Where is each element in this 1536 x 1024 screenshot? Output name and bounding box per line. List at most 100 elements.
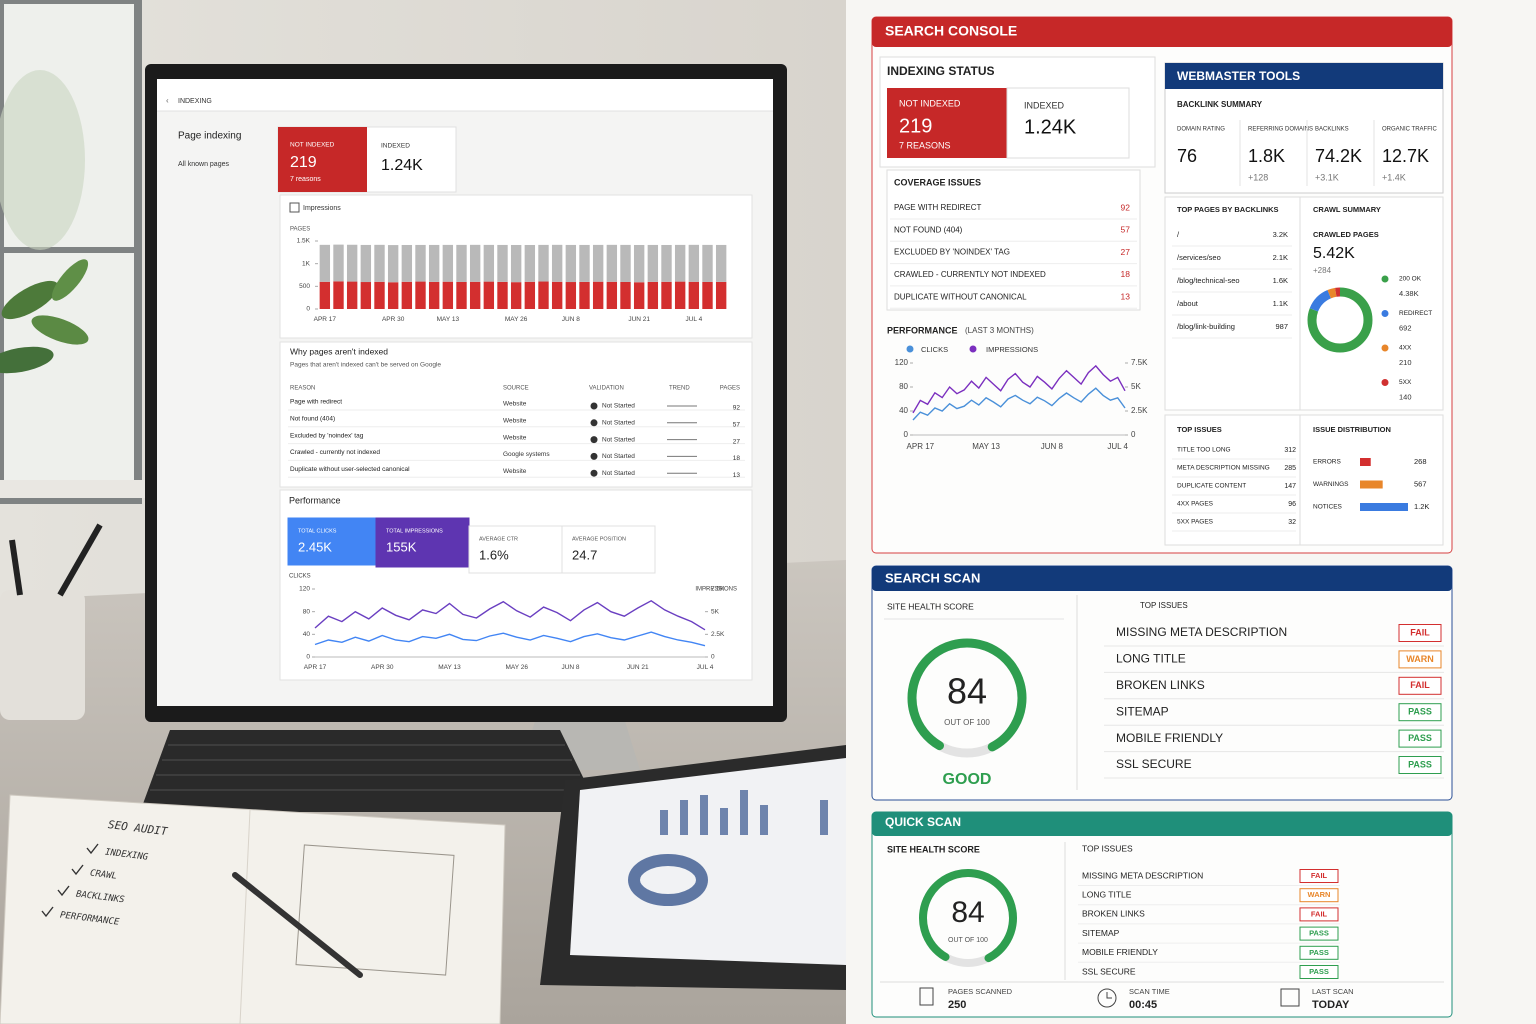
label: 00:45 <box>1129 999 1157 1011</box>
series-line <box>912 364 1126 414</box>
bar-segment <box>688 244 700 282</box>
label: SITE HEALTH SCORE <box>887 844 980 854</box>
label: Not Started <box>602 470 635 477</box>
label: DUPLICATE WITHOUT CANONICAL <box>894 292 1027 301</box>
label: REFERRING DOMAINS <box>1248 127 1313 133</box>
legend-dot <box>969 345 977 353</box>
bar-segment <box>715 244 727 282</box>
legend-dot <box>1381 275 1389 283</box>
label: INDEXED <box>381 143 410 150</box>
status-badge <box>1398 624 1442 642</box>
series-line <box>912 387 1126 421</box>
card <box>886 169 1141 311</box>
tablet-bars <box>660 790 828 835</box>
legend-value: 210 <box>1399 358 1412 367</box>
label: PAGE WITH REDIRECT <box>894 203 982 212</box>
metric-card <box>287 517 377 566</box>
label: 155K <box>386 539 417 554</box>
metric-card <box>561 525 656 574</box>
label: 13 <box>1121 291 1131 301</box>
legend-label: 5XX <box>1399 379 1412 386</box>
bar-segment <box>592 244 604 282</box>
status-icon <box>590 402 598 410</box>
y-tick-label: 80 <box>303 608 311 615</box>
label: SITEMAP <box>1082 928 1120 938</box>
label: VALIDATION <box>589 386 624 392</box>
label: 987 <box>1275 322 1288 331</box>
label: 250 <box>948 999 966 1011</box>
label: SITE HEALTH SCORE <box>887 601 974 611</box>
label: Performance <box>289 495 341 505</box>
label: SOURCE <box>503 386 529 392</box>
label: 1.24K <box>381 157 423 174</box>
label: NOT FOUND (404) <box>894 225 963 234</box>
metric-card <box>375 517 470 568</box>
bar-segment <box>497 244 508 282</box>
tablet-screen <box>570 758 846 965</box>
leaf <box>31 315 89 345</box>
bar-segment <box>661 244 672 282</box>
y-tick-label: 0 <box>306 306 310 313</box>
label: 2.45K <box>298 539 332 554</box>
legend-label: IMPRESSIONS <box>986 345 1038 354</box>
y-tick-label: 40 <box>899 406 908 415</box>
label: 219 <box>290 154 317 171</box>
label: Not Started <box>602 403 635 410</box>
bar-segment <box>674 244 686 282</box>
label: OUT OF 100 <box>944 718 990 727</box>
label: OUT OF 100 <box>948 937 988 944</box>
bar-segment <box>415 281 426 309</box>
pen <box>9 539 23 596</box>
not-indexed-card <box>278 127 367 192</box>
bar <box>1360 503 1408 511</box>
label: 312 <box>1284 447 1296 454</box>
status-icon <box>590 452 598 460</box>
label: DUPLICATE CONTENT <box>1177 483 1246 490</box>
bar-segment <box>579 281 590 309</box>
checkmark <box>71 864 84 876</box>
label: 27 <box>1121 247 1131 257</box>
label: 268 <box>1414 457 1427 466</box>
label: +3.1K <box>1315 172 1339 182</box>
label: Not Started <box>602 420 635 427</box>
label: 24.7 <box>572 547 597 562</box>
label: 12.7K <box>1382 146 1429 166</box>
deco-bar <box>680 800 688 835</box>
label: QUICK SCAN <box>885 815 961 829</box>
window-sill <box>0 480 170 498</box>
tablet-donut <box>628 854 708 906</box>
label: 57 <box>1121 225 1131 235</box>
label: Page indexing <box>178 131 241 142</box>
status-icon <box>590 436 598 444</box>
deco-bar <box>720 808 728 835</box>
label: BACKLINKS <box>1315 127 1349 133</box>
label: CRAWLED PAGES <box>1313 230 1379 239</box>
legend-label: REDIRECT <box>1399 310 1432 317</box>
label: EXCLUDED BY 'NOINDEX' TAG <box>894 248 1010 257</box>
bar-segment <box>497 281 508 309</box>
y-tick-label: 5K <box>711 608 720 615</box>
label: Page with redirect <box>290 399 342 406</box>
legend-value: 140 <box>1399 392 1412 401</box>
label: (LAST 3 MONTHS) <box>965 326 1034 335</box>
status-badge <box>1398 729 1442 748</box>
bar <box>1360 458 1371 466</box>
status-badge <box>1398 650 1442 669</box>
label: Impressions <box>303 205 341 212</box>
bar-segment <box>428 281 440 309</box>
clock-hands <box>1106 992 1112 999</box>
status-label: WARN <box>1308 890 1331 899</box>
label: NOTICES <box>1313 504 1343 511</box>
x-tick-label: MAY 13 <box>438 664 461 671</box>
y-tick-label: 1K <box>302 260 311 267</box>
bar-segment <box>469 244 481 282</box>
bar-segment <box>401 281 413 309</box>
label: TODAY <box>1312 999 1350 1011</box>
bar-segment <box>374 244 385 282</box>
label: TITLE TOO LONG <box>1177 447 1231 454</box>
label: TREND <box>669 386 690 392</box>
status-label: PASS <box>1309 929 1329 938</box>
x-tick-label: JUL 4 <box>685 316 702 323</box>
deco-bar <box>820 800 828 835</box>
clock-icon <box>1097 988 1117 1008</box>
